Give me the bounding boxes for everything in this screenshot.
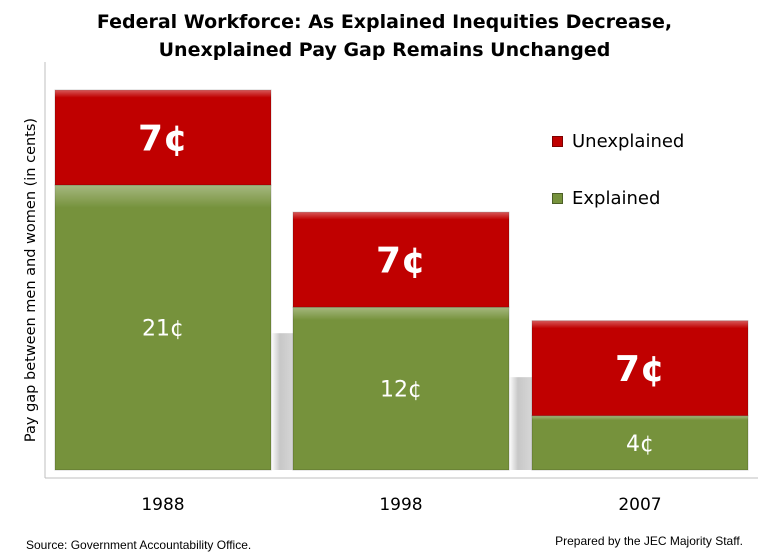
bar-highlight-unexplained-1988 <box>55 90 271 185</box>
y-axis-label: Pay gap between men and women (in cents) <box>23 117 39 443</box>
bar-highlight-explained-1998 <box>293 307 509 470</box>
bar-highlight-unexplained-2007 <box>532 320 748 416</box>
data-label-explained-1988: 21¢ <box>142 316 184 341</box>
legend-item-explained: Explained <box>552 186 660 210</box>
credit-note: Prepared by the JEC Majority Staff. <box>555 534 743 548</box>
legend-item-unexplained: Unexplained <box>552 129 684 153</box>
data-label-explained-1998: 12¢ <box>380 377 422 402</box>
legend-label-unexplained: Unexplained <box>572 130 685 152</box>
x-tick-label-1998: 1998 <box>379 495 422 515</box>
legend-label-explained: Explained <box>572 187 661 209</box>
data-label-unexplained-1988: 7¢ <box>138 118 188 159</box>
x-tick-labels: 1988 1998 2007 <box>141 495 661 515</box>
x-tick-label-1988: 1988 <box>141 495 184 515</box>
chart-title-line-2: Unexplained Pay Gap Remains Unchanged <box>158 39 611 61</box>
chart-title-line-1: Federal Workforce: As Explained Inequiti… <box>96 11 673 33</box>
bars: 21¢ 7¢ 12¢ 7¢ 4¢ 7¢ <box>54 89 749 471</box>
bar-highlight-explained-2007 <box>532 415 748 470</box>
data-label-unexplained-2007: 7¢ <box>615 349 665 390</box>
data-label-unexplained-1998: 7¢ <box>376 241 426 282</box>
axes-frame <box>44 62 758 479</box>
bar-highlight-explained-1988 <box>55 185 271 470</box>
data-label-explained-2007: 4¢ <box>626 432 654 457</box>
bar-highlight-unexplained-1998 <box>293 212 509 308</box>
legend-swatch-explained <box>552 192 563 204</box>
x-tick-label-2007: 2007 <box>618 495 661 515</box>
chart-title: Federal Workforce: As Explained Inequiti… <box>0 8 769 64</box>
source-note: Source: Government Accountability Office… <box>26 538 252 552</box>
legend-swatch-unexplained <box>552 135 563 147</box>
